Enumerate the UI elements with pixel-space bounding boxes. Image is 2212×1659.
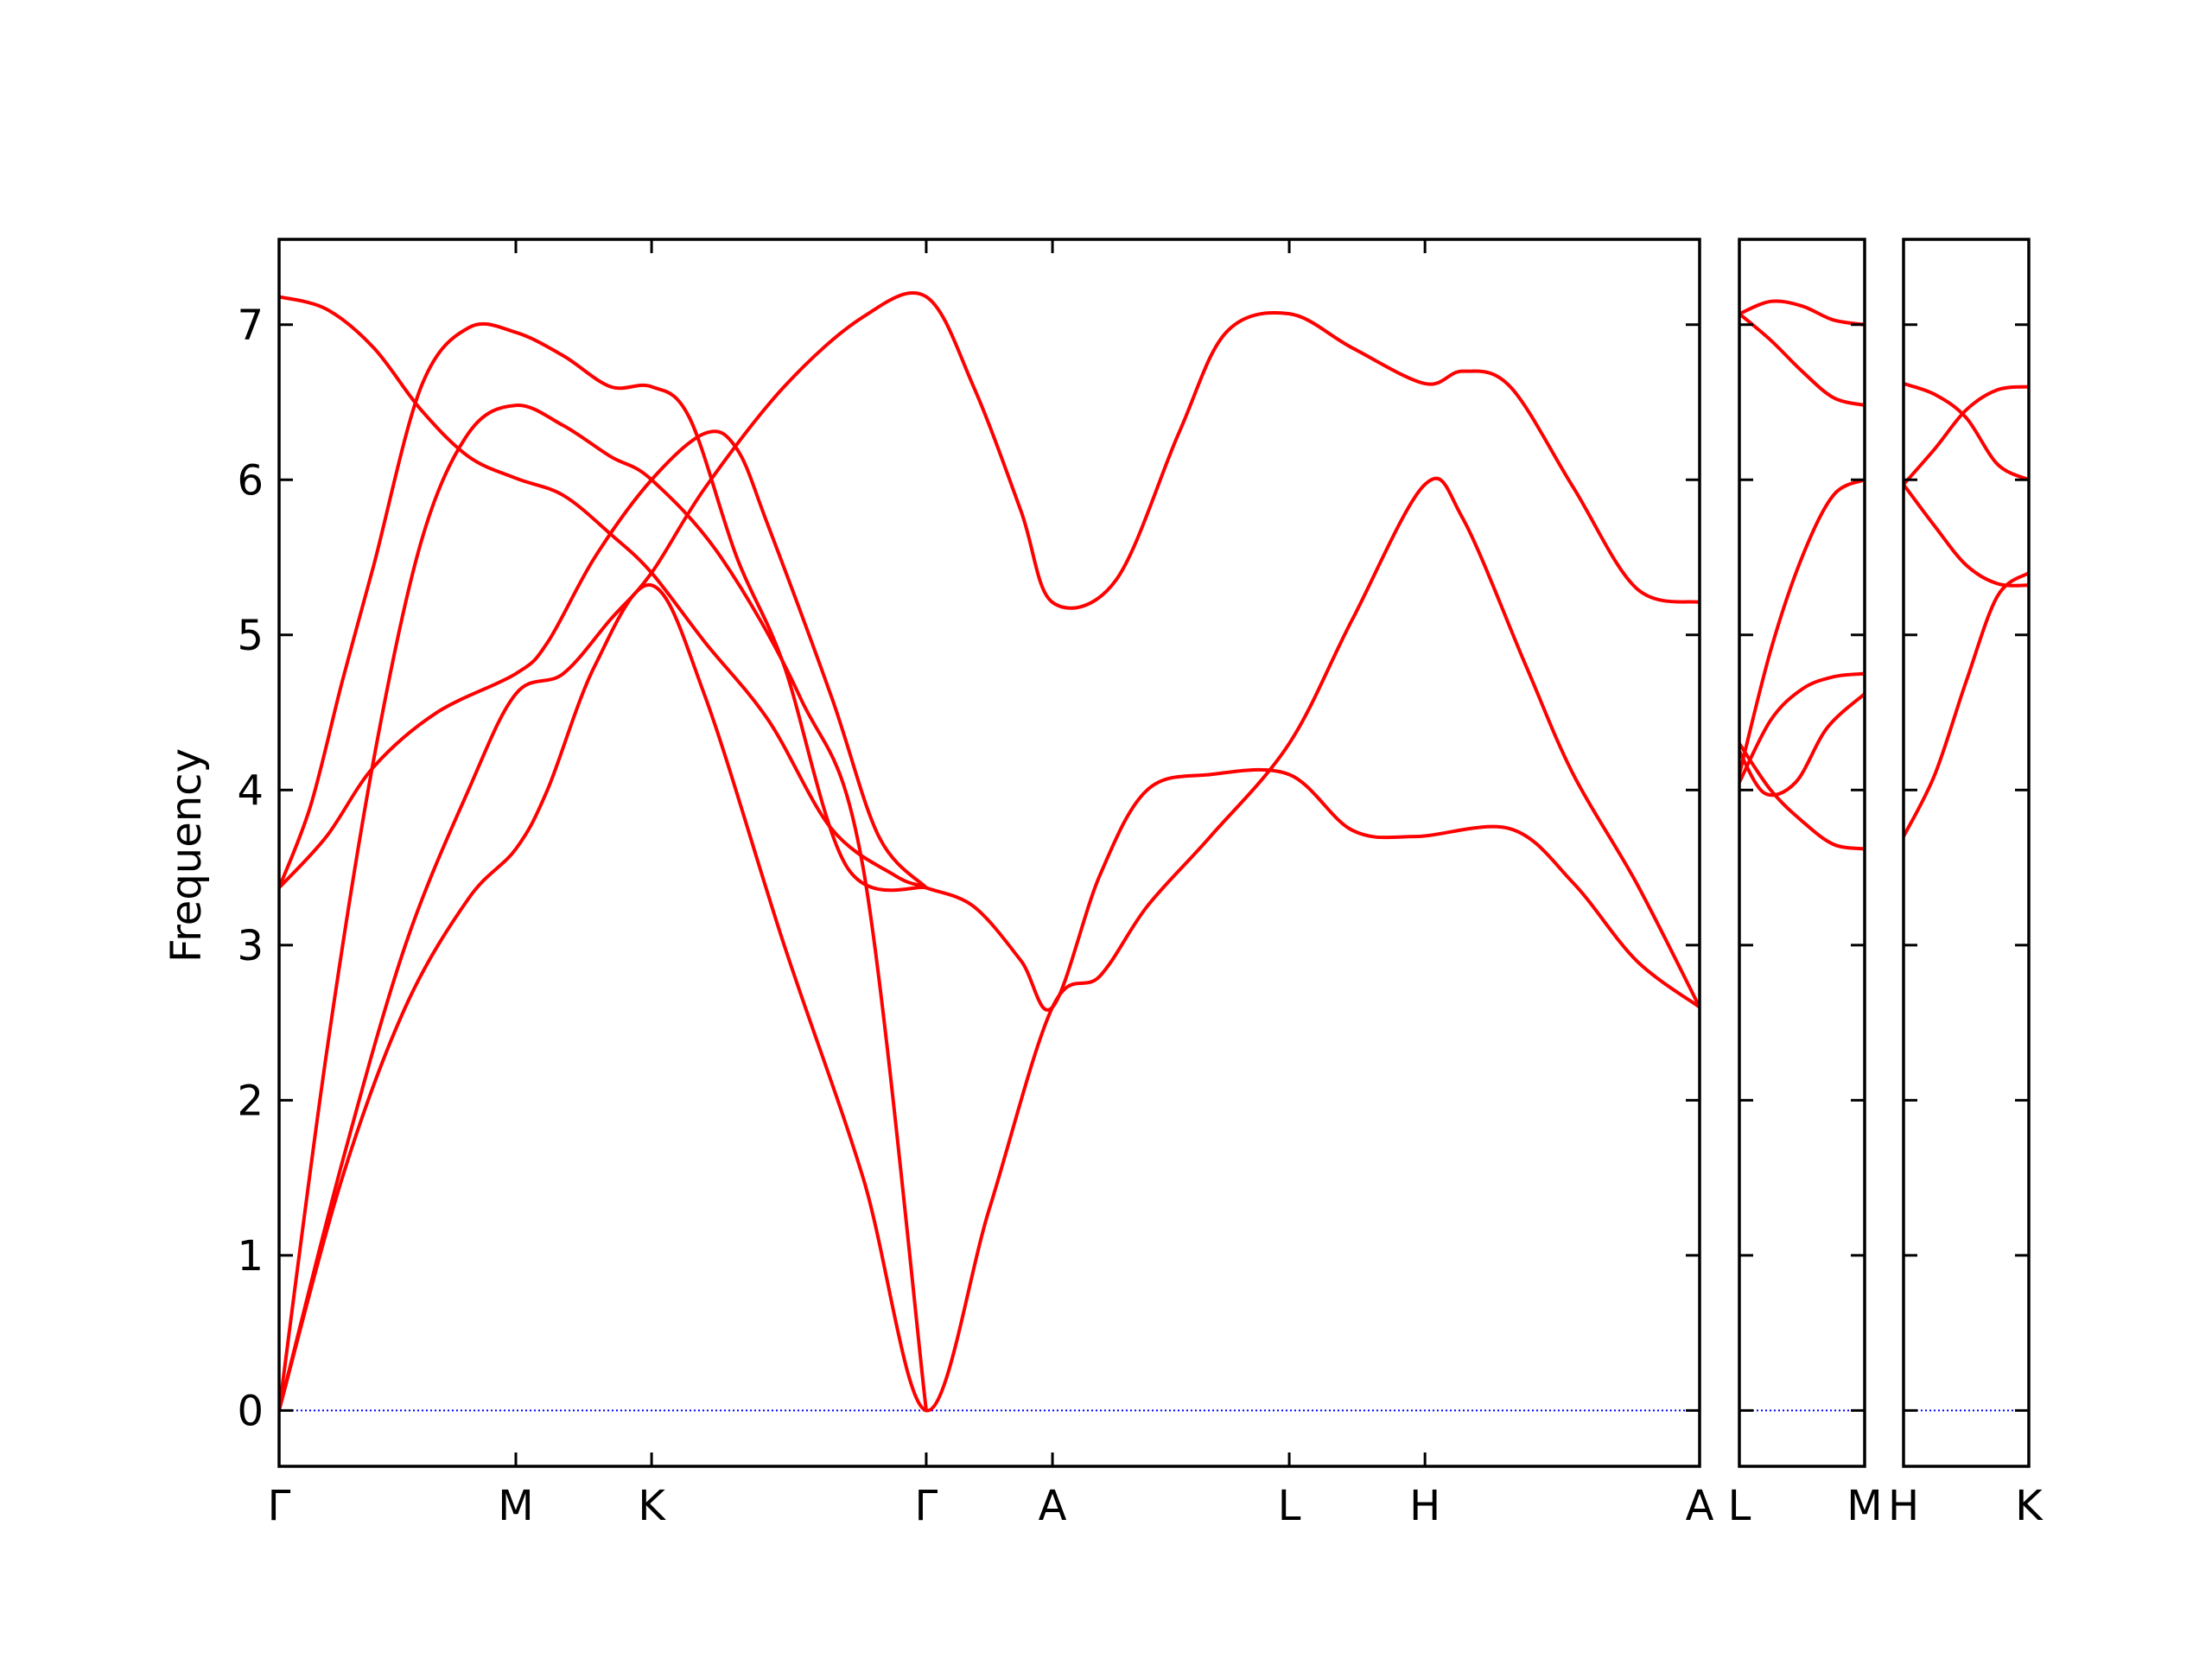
x-tick-label: H <box>1409 1482 1440 1530</box>
x-tick-label: M <box>498 1482 533 1530</box>
branches <box>1739 299 1865 851</box>
band-b4 <box>279 404 928 1413</box>
band-d3 <box>1904 482 2029 588</box>
x-tick-label: A <box>1686 1482 1714 1530</box>
y-tick-label: 1 <box>237 1232 264 1281</box>
x-tick-label: L <box>1728 1482 1751 1530</box>
band-c3 <box>1739 478 1865 777</box>
panel-frame <box>277 238 1701 1468</box>
panel-frame <box>1902 238 2031 1468</box>
x-tick-label: Γ <box>915 1482 938 1530</box>
x-tick-label: K <box>638 1482 666 1530</box>
panel-frame <box>1738 238 1866 1468</box>
y-axis-label: Frequency <box>162 748 211 963</box>
band-b5 <box>279 291 1700 1413</box>
x-tick-label: M <box>1847 1482 1882 1530</box>
x-tick-label: H <box>1888 1482 1919 1530</box>
band-c4 <box>1739 741 1865 851</box>
y-tick-label: 6 <box>237 456 264 505</box>
band-b3 <box>279 321 928 893</box>
branches <box>279 291 1700 1413</box>
y-tick-label: 0 <box>237 1387 264 1435</box>
band-b1 <box>279 295 1700 1012</box>
y-tick-label: 2 <box>237 1077 264 1125</box>
band-c1 <box>1739 299 1865 327</box>
band-b2 <box>279 429 928 890</box>
x-tick-label: L <box>1278 1482 1301 1530</box>
y-tick-label: 3 <box>237 922 264 970</box>
y-tick-label: 7 <box>237 302 264 350</box>
branches <box>1904 381 2029 839</box>
band-d1 <box>1904 381 2029 482</box>
band-c6 <box>1739 691 1865 798</box>
y-tick-label: 4 <box>237 766 264 815</box>
band-c2 <box>1739 312 1865 408</box>
x-tick-label: K <box>2015 1482 2044 1530</box>
band-d4 <box>1904 570 2029 839</box>
band-d2 <box>1904 385 2029 486</box>
x-tick-label: Γ <box>268 1482 291 1530</box>
panel-1: 0 1 2 3 4 5 6 7 Γ M K Γ A L H A <box>237 238 1714 1530</box>
x-tick-label: A <box>1039 1482 1067 1530</box>
band-b6 <box>279 476 1700 1413</box>
band-c5 <box>1739 671 1865 785</box>
y-tick-label: 5 <box>237 612 264 660</box>
